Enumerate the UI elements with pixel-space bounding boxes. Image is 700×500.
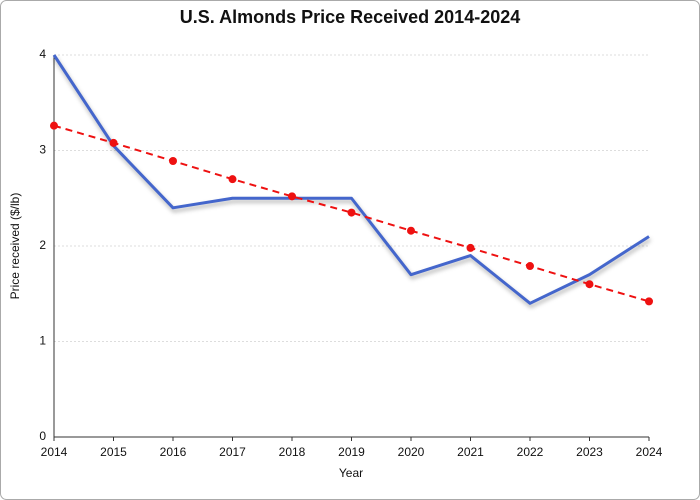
chart-title: U.S. Almonds Price Received 2014-2024 <box>180 7 521 27</box>
series-marker <box>109 138 118 147</box>
x-tick-label: 2015 <box>100 445 127 459</box>
series-marker <box>585 280 594 289</box>
x-tick-label: 2024 <box>636 445 663 459</box>
x-tick-label: 2023 <box>576 445 603 459</box>
series-marker <box>645 297 653 306</box>
x-tick-label: 2018 <box>279 445 306 459</box>
series-marker <box>526 262 534 271</box>
series-line <box>52 54 650 305</box>
y-tick-label: 0 <box>39 429 46 443</box>
x-tick-label: 2020 <box>398 445 425 459</box>
y-tick-label: 1 <box>39 334 46 348</box>
series-marker <box>169 157 177 166</box>
series-marker <box>288 192 296 201</box>
y-axis-label: Price received ($/lb) <box>8 193 22 300</box>
series-line <box>53 124 650 303</box>
y-tick-label: 3 <box>39 143 46 157</box>
series-marker <box>407 226 415 235</box>
x-tick-label: 2019 <box>338 445 365 459</box>
y-tick-label: 2 <box>39 238 46 252</box>
x-tick-label: 2022 <box>517 445 544 459</box>
series-marker <box>466 243 475 252</box>
x-tick-label: 2017 <box>219 445 246 459</box>
x-tick-label: 2021 <box>457 445 484 459</box>
x-axis-label: Year <box>339 466 363 480</box>
series-marker <box>347 208 356 217</box>
x-tick-label: 2014 <box>41 445 68 459</box>
x-tick-label: 2016 <box>160 445 187 459</box>
series-marker <box>50 121 58 130</box>
y-tick-label: 4 <box>39 47 46 61</box>
series-marker <box>228 175 237 184</box>
